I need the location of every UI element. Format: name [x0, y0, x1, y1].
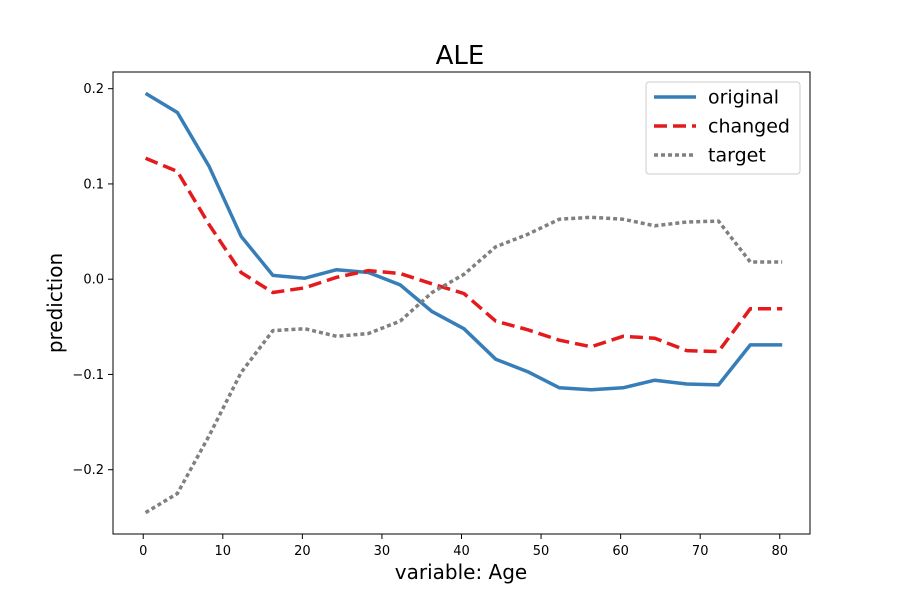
x-axis-label: variable: Age — [395, 560, 527, 584]
x-axis: 0 10 20 30 40 50 60 70 80 — [139, 534, 788, 559]
x-tick-label: 50 — [533, 544, 550, 559]
y-tick-label: −0.1 — [72, 368, 104, 383]
series-line-changed — [144, 156, 783, 354]
x-tick-label: 20 — [294, 544, 311, 559]
x-tick-label: 30 — [374, 544, 391, 559]
y-axis: −0.2 −0.1 0.0 0.1 0.2 — [72, 82, 113, 478]
x-tick-label: 60 — [612, 544, 629, 559]
chart-title: ALE — [436, 41, 485, 71]
x-tick-label: 10 — [215, 544, 232, 559]
y-axis-label: prediction — [43, 253, 67, 353]
legend-label-target: target — [708, 145, 766, 167]
series-line-original — [144, 91, 783, 392]
legend: original changed target — [645, 81, 801, 175]
y-tick-label: −0.2 — [72, 463, 104, 478]
series-line-target — [144, 215, 783, 515]
legend-box — [645, 81, 801, 175]
y-tick-label: 0.0 — [83, 273, 104, 288]
y-tick-label: 0.2 — [83, 82, 104, 97]
legend-label-original: original — [708, 87, 779, 109]
legend-label-changed: changed — [708, 116, 790, 138]
x-tick-label: 40 — [453, 544, 470, 559]
series-layer — [144, 91, 783, 515]
x-tick-label: 80 — [771, 544, 788, 559]
y-tick-label: 0.1 — [83, 177, 104, 192]
x-tick-label: 0 — [139, 544, 147, 559]
x-tick-label: 70 — [692, 544, 709, 559]
